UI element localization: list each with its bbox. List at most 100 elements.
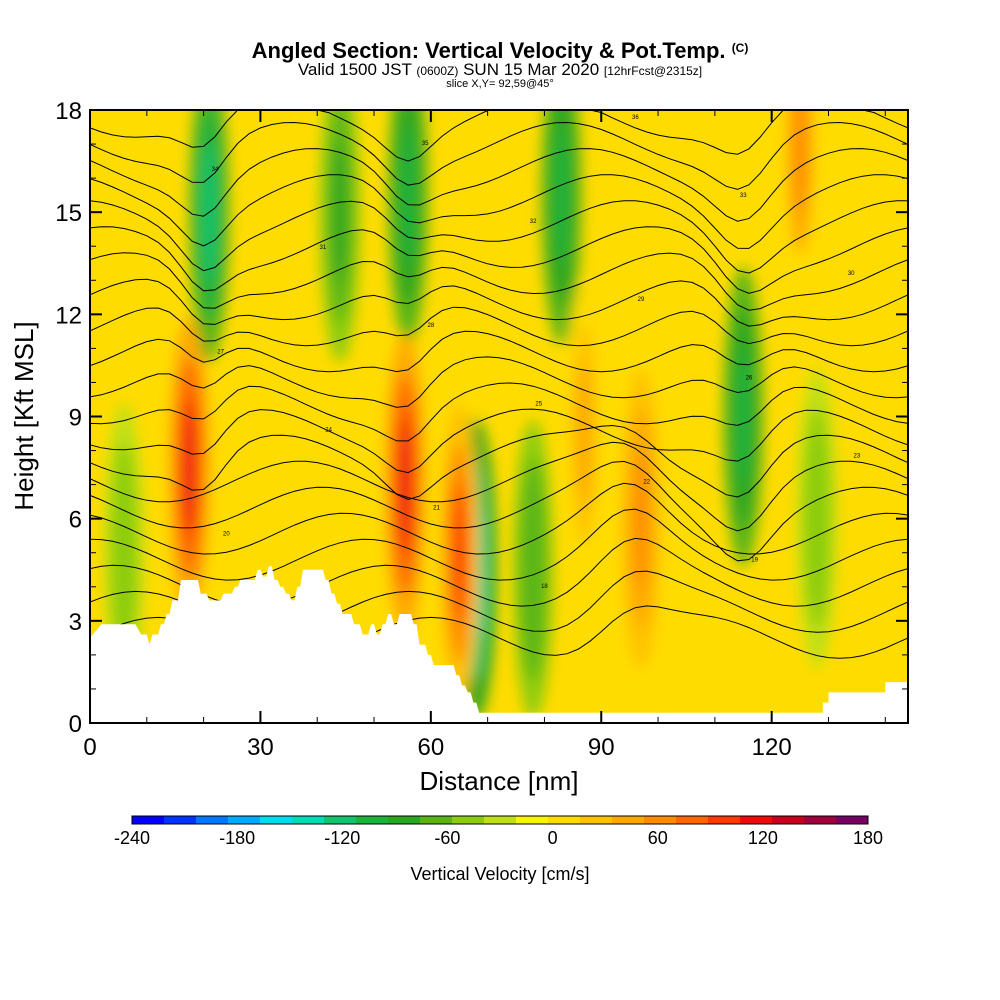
isentrope-label: 34 (212, 167, 219, 173)
downdraft-cell (117, 482, 132, 623)
isentrope-42 (90, 148, 908, 222)
isentrope-label: 31 (320, 245, 327, 251)
valid-date: SUN 15 Mar 2020 (463, 60, 600, 79)
downdraft-cell (332, 142, 347, 283)
isentrope-31 (90, 424, 908, 501)
downdraft-cell (810, 448, 825, 589)
isentrope-label: 27 (217, 349, 224, 355)
colorbar-tick-label: 180 (853, 828, 883, 848)
colorbar-swatch (644, 816, 677, 824)
colorbar-swatch (324, 816, 357, 824)
isentrope-label: 35 (422, 141, 429, 147)
isentrope-label: 36 (632, 115, 639, 121)
isentrope-label: 19 (751, 558, 758, 564)
terrain (90, 566, 908, 723)
colorbar-swatch (676, 816, 709, 824)
isentrope-41 (90, 174, 908, 249)
colorbar-swatch (164, 816, 197, 824)
isentrope-27 (90, 508, 908, 581)
downdraft-cell (526, 499, 541, 640)
isentrope-label: 24 (325, 427, 332, 433)
colorbar-swatch (836, 816, 869, 824)
y-tick-label: 18 (55, 98, 82, 125)
isentrope-label: 28 (427, 323, 434, 329)
colorbar-swatch (228, 816, 261, 824)
colorbar-swatch (132, 816, 165, 824)
isentrope-label: 22 (643, 480, 650, 486)
colorbar-swatch (484, 816, 517, 824)
x-axis: 0 30 60 90 120 (83, 110, 886, 761)
colorbar-swatch (804, 816, 837, 824)
x-tick-label: 60 (417, 734, 444, 761)
colorbar-tick-label: 60 (648, 828, 668, 848)
isentrope-33 (90, 382, 908, 442)
downdraft-cell (736, 346, 751, 487)
vertical-velocity-field: 1617181920212223242526272829303132333435… (90, 110, 908, 723)
updraft-cell (793, 110, 808, 215)
colorbar-swatch (580, 816, 613, 824)
isentrope-label: 21 (433, 506, 440, 512)
valid-utc: (0600Z) (416, 64, 459, 78)
colorbar-swatch (356, 816, 389, 824)
isentrope-label: 32 (530, 219, 537, 225)
colorbar-swatch (388, 816, 421, 824)
colorbar-swatch (260, 816, 293, 824)
colorbar-swatch (292, 816, 325, 824)
updraft-cell (577, 363, 592, 504)
colorbar-tick-label: -120 (324, 828, 360, 848)
valid-fcst: [12hrFcst@2315z] (603, 64, 703, 78)
slice-info: slice X,Y= 92,59@45° (446, 78, 554, 90)
colorbar: -240 -180 -120 -60 0 60 120 180 (114, 815, 883, 848)
colorbar-swatch (708, 816, 741, 824)
colorbar-tick-label: 0 (548, 828, 558, 848)
colorbar-swatch (516, 816, 549, 824)
updraft-cell (452, 482, 467, 623)
colorbar-frame (131, 815, 869, 825)
isentrope-label: 33 (740, 193, 747, 199)
colorbar-swatch (772, 816, 805, 824)
downdraft-cell (401, 125, 416, 266)
colorbar-swatch (196, 816, 229, 824)
x-tick-label: 0 (83, 734, 96, 761)
isentrope-40 (90, 200, 908, 274)
x-tick-label: 30 (247, 734, 274, 761)
y-tick-label: 15 (55, 200, 82, 227)
colorbar-title: Vertical Velocity [cm/s] (410, 864, 589, 884)
isentrope-38 (90, 252, 908, 311)
colorbar-swatch (740, 816, 773, 824)
isentrope-39 (90, 226, 908, 294)
colorbar-swatch (452, 816, 485, 824)
chart-title: Angled Section: Vertical Velocity & Pot.… (0, 38, 1000, 64)
isentrope-37 (90, 278, 908, 327)
isentrope-35 (90, 330, 908, 373)
potential-temperature-contours: 1617181920212223242526272829303132333435… (90, 110, 908, 659)
updraft-cell (182, 397, 197, 538)
downdraft-cell (554, 125, 569, 266)
y-tick-label: 9 (69, 405, 82, 432)
colorbar-swatch (612, 816, 645, 824)
chart-title-text: Angled Section: Vertical Velocity & Pot.… (251, 38, 726, 63)
isentrope-32 (90, 408, 908, 474)
y-tick-label: 0 (69, 711, 82, 738)
colorbar-swatch (420, 816, 453, 824)
y-axis-title: Height [Kft MSL] (9, 321, 39, 510)
isentrope-28 (90, 482, 908, 555)
isentrope-label: 18 (541, 584, 548, 590)
isentrope-label: 23 (854, 453, 861, 459)
isentrope-label: 20 (223, 532, 230, 538)
isentrope-30 (90, 441, 908, 532)
colorbar-tick-label: 120 (748, 828, 778, 848)
isentrope-label: 26 (746, 375, 753, 381)
valid-prefix: Valid 1500 JST (297, 60, 412, 79)
colorbar-tick-label: -60 (434, 828, 460, 848)
isentrope-44 (90, 110, 908, 162)
x-tick-label: 120 (752, 734, 792, 761)
y-tick-label: 3 (69, 609, 82, 636)
isentrope-label: 29 (638, 297, 645, 303)
y-tick-label: 6 (69, 507, 82, 534)
isentrope-34 (90, 356, 908, 408)
isentrope-36 (90, 306, 908, 347)
isentrope-43 (90, 121, 908, 190)
